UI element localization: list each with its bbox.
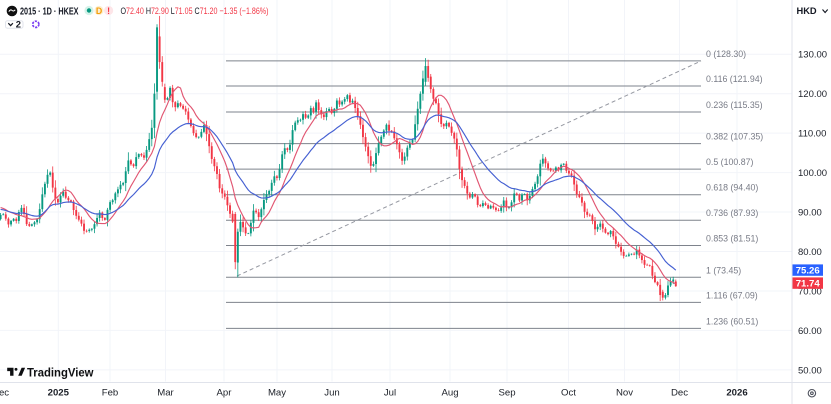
svg-text:Jun: Jun	[324, 388, 339, 399]
svg-text:2025: 2025	[48, 388, 70, 399]
svg-text:Feb: Feb	[102, 388, 119, 399]
svg-text:70.00: 70.00	[798, 286, 822, 297]
svg-text:TradingView: TradingView	[27, 366, 94, 379]
svg-text:D: D	[96, 6, 102, 16]
svg-text:100.00: 100.00	[798, 168, 827, 179]
svg-text:0 (128.30): 0 (128.30)	[706, 49, 746, 59]
svg-text:ec: ec	[0, 388, 9, 399]
svg-text:1.116 (67.09): 1.116 (67.09)	[706, 290, 758, 300]
svg-text:2015 · 1D · HKEX: 2015 · 1D · HKEX	[20, 7, 79, 18]
svg-text:0.618 (94.40): 0.618 (94.40)	[706, 183, 758, 193]
svg-text:1.236 (60.51): 1.236 (60.51)	[706, 316, 758, 326]
svg-text:Jul: Jul	[384, 388, 396, 399]
svg-text:2026: 2026	[726, 388, 747, 399]
svg-text:75.26: 75.26	[796, 265, 820, 276]
svg-text:0.382 (107.35): 0.382 (107.35)	[706, 132, 763, 142]
svg-text:HKD: HKD	[797, 6, 817, 16]
svg-text:Sep: Sep	[498, 388, 515, 399]
svg-text:120.00: 120.00	[798, 89, 827, 100]
svg-text:Mar: Mar	[157, 388, 174, 399]
svg-text:0.853 (81.51): 0.853 (81.51)	[706, 234, 758, 244]
svg-text:Dec: Dec	[671, 388, 688, 399]
svg-text:1 (73.45): 1 (73.45)	[706, 265, 741, 275]
svg-text:90.00: 90.00	[798, 207, 822, 218]
svg-text:Apr: Apr	[217, 388, 233, 399]
svg-text:71.74: 71.74	[796, 278, 821, 289]
svg-text:80.00: 80.00	[798, 247, 822, 258]
svg-text:50.00: 50.00	[798, 365, 822, 376]
svg-text:Aug: Aug	[441, 388, 458, 399]
svg-text:0.5 (100.87): 0.5 (100.87)	[706, 157, 754, 167]
svg-text:O72.40 H72.90 L71.05 C71.20 −1: O72.40 H72.90 L71.05 C71.20 −1.35 (−1.86…	[121, 6, 269, 16]
svg-text:Nov: Nov	[616, 388, 633, 399]
svg-text:2: 2	[16, 19, 21, 30]
svg-text:0.116 (121.94): 0.116 (121.94)	[706, 74, 763, 84]
svg-text:110.00: 110.00	[798, 129, 826, 140]
svg-text:!: !	[107, 6, 110, 16]
svg-text:130.00: 130.00	[798, 50, 827, 61]
svg-text:May: May	[268, 388, 286, 399]
svg-text:60.00: 60.00	[798, 326, 822, 337]
svg-text:Oct: Oct	[561, 388, 576, 399]
svg-text:0.236 (115.35): 0.236 (115.35)	[706, 100, 763, 110]
svg-text:0.736 (87.93): 0.736 (87.93)	[706, 208, 758, 218]
